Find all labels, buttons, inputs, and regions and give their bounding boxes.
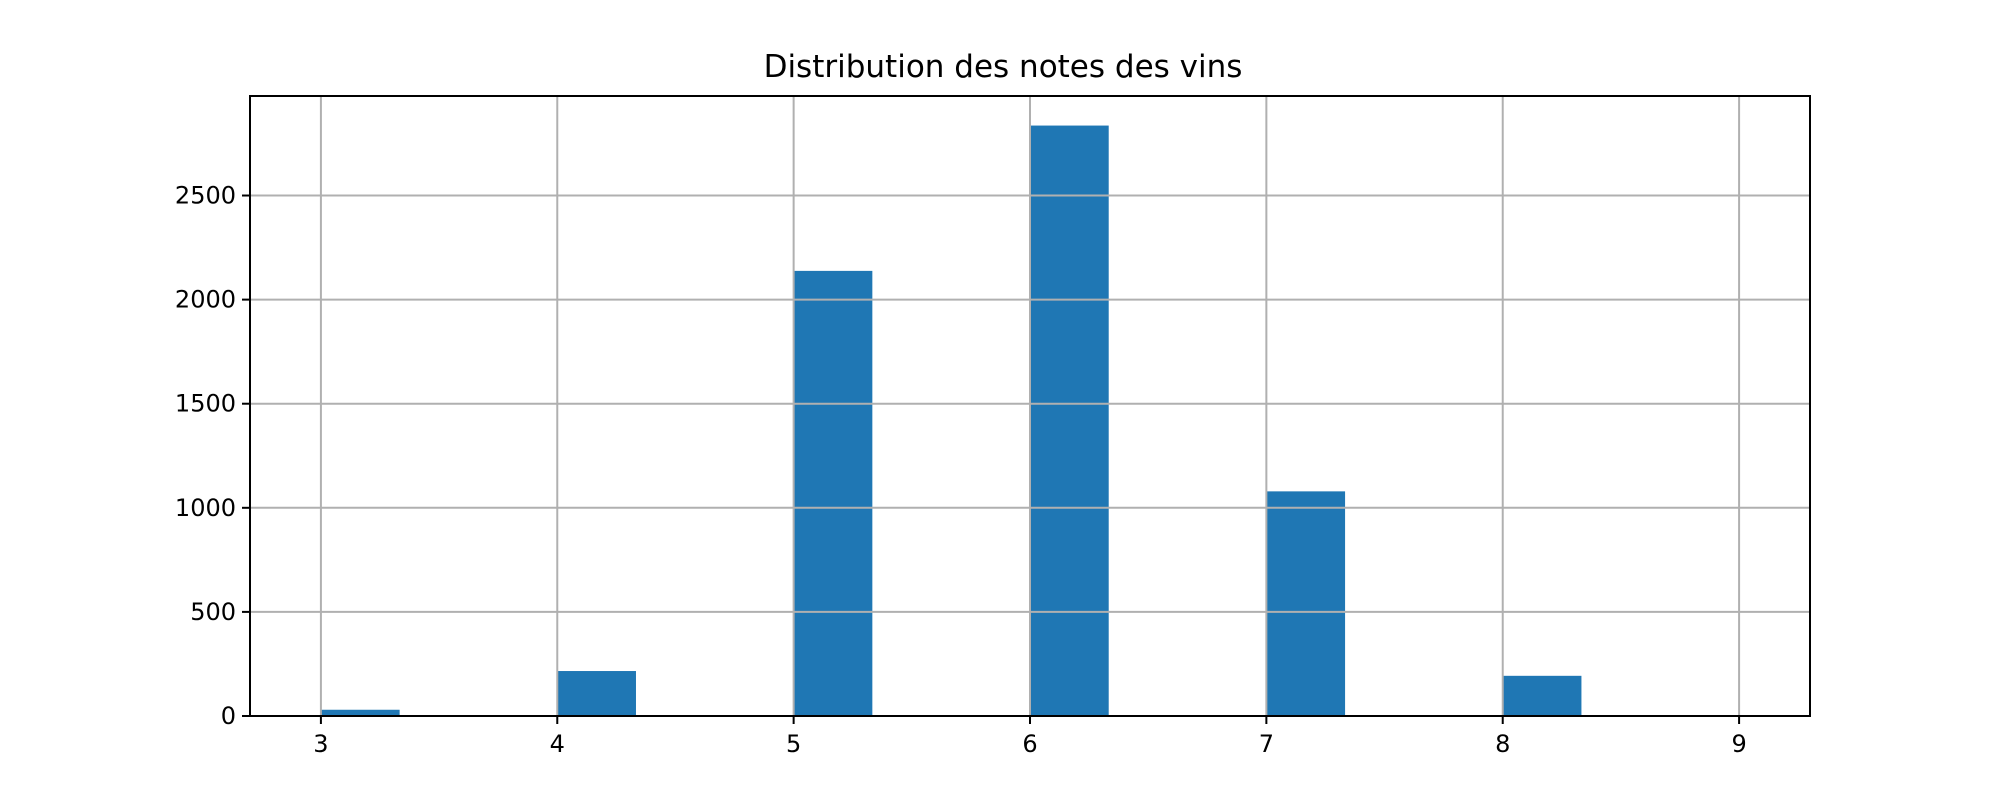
x-tick-label: 8 (1495, 730, 1510, 758)
bar-5 (793, 270, 873, 716)
plot-frame (249, 95, 1811, 717)
histogram-bars (320, 125, 1582, 716)
y-tick-label: 1000 (175, 494, 236, 522)
y-tick-label: 2500 (175, 182, 236, 210)
bar-3 (320, 709, 400, 716)
x-tick-label: 3 (313, 730, 328, 758)
x-tick-label: 9 (1731, 730, 1746, 758)
x-tick-label: 5 (786, 730, 801, 758)
bar-7 (1266, 491, 1346, 716)
x-tick-label: 7 (1259, 730, 1274, 758)
chart-title: Distribution des notes des vins (764, 49, 1243, 85)
y-tick-label: 1500 (175, 390, 236, 418)
y-tick-label: 0 (221, 702, 236, 730)
y-tick-label: 2000 (175, 286, 236, 314)
axis-ticks: 3 4 5 6 7 8 9 0 500 1000 1500 2000 2500 (175, 182, 1747, 758)
x-tick-label: 4 (550, 730, 565, 758)
bar-8 (1502, 675, 1582, 716)
bar-6 (1030, 125, 1109, 716)
bar-4 (557, 671, 636, 716)
x-tick-label: 6 (1022, 730, 1037, 758)
y-tick-label: 500 (190, 598, 236, 626)
grid-lines (250, 96, 1810, 717)
